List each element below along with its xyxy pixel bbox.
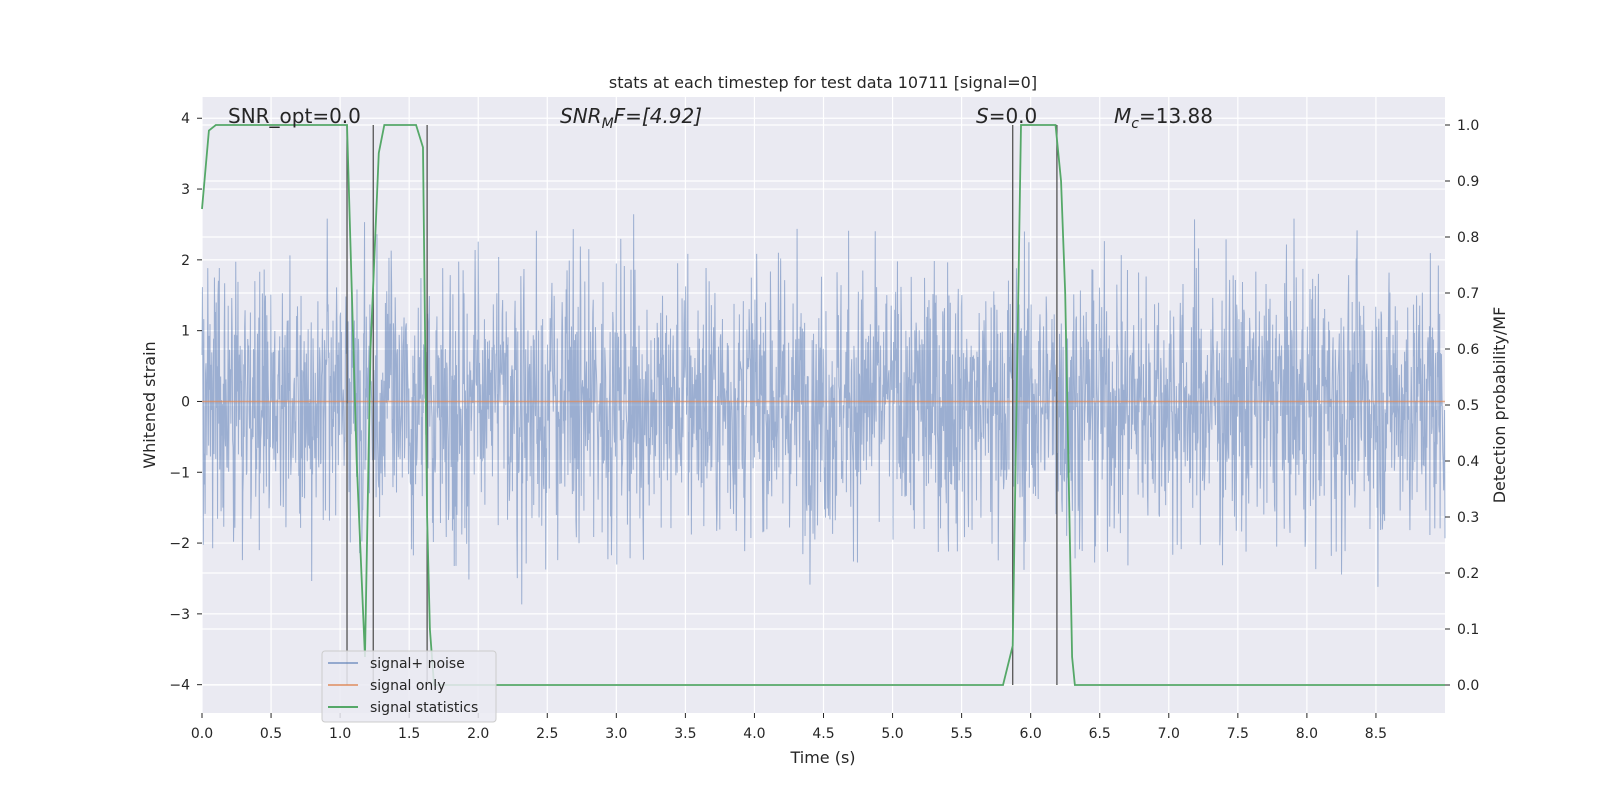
x-tick-label-15: 7.5: [1227, 726, 1249, 742]
y-right-tick-label-4: 0.6: [1457, 342, 1479, 358]
y-left-tick-label-0: 4: [181, 111, 190, 127]
y-right-tick-label-1: 0.9: [1457, 174, 1479, 190]
y-right-tick-label-6: 0.4: [1457, 454, 1479, 470]
y-right-axis-label: Detection probability/MF: [1490, 307, 1509, 504]
y-left-tick-label-6: −2: [169, 536, 190, 552]
legend-box: [321, 650, 497, 723]
x-tick-label-4: 2.0: [467, 726, 489, 742]
x-tick-label-7: 3.5: [674, 726, 696, 742]
statistics-series: [201, 124, 1445, 686]
noise-line: [201, 214, 1446, 605]
annotation-s-var: S: [976, 104, 989, 128]
y-right-tick-label-10: 0.0: [1457, 678, 1479, 694]
x-axis-label: Time (s): [789, 748, 855, 767]
x-tick-label-2: 1.0: [329, 726, 351, 742]
annotation-snr-mf: SNRMF=[4.92]: [560, 104, 702, 132]
x-tick-label-8: 4.0: [743, 726, 765, 742]
x-tick-label-13: 6.5: [1089, 726, 1111, 742]
y-left-tick-label-3: 1: [181, 324, 190, 340]
annotation-snr-mf-sub: M: [602, 116, 614, 132]
annotation-snr-opt: SNR_opt=0.0: [228, 104, 361, 128]
x-tick-label-12: 6.0: [1020, 726, 1042, 742]
statistics-line: [201, 124, 1445, 686]
x-tick-label-10: 5.0: [881, 726, 903, 742]
annotation-mc: Mc=13.88: [1114, 104, 1213, 132]
annotation-mc-var: M: [1114, 104, 1131, 128]
x-tick-label-17: 8.5: [1365, 726, 1387, 742]
y-right-tick-label-0: 1.0: [1457, 118, 1479, 134]
x-tick-label-0: 0.0: [191, 726, 213, 742]
noise-series: [201, 214, 1446, 605]
annotation-snr-mf-main: SNR: [560, 104, 602, 128]
x-tick-label-14: 7.0: [1158, 726, 1180, 742]
y-left-tick-label-5: −1: [169, 465, 190, 481]
y-left-axis-label: Whitened strain: [140, 341, 159, 468]
y-right-tick-label-3: 0.7: [1457, 286, 1479, 302]
y-right-tick-label-8: 0.2: [1457, 566, 1479, 582]
x-tick-label-9: 4.5: [812, 726, 834, 742]
legend-label-signal-only: signal only: [370, 678, 445, 694]
legend-label-noise: signal+ noise: [370, 656, 465, 672]
x-tick-label-1: 0.5: [260, 726, 282, 742]
x-tick-label-3: 1.5: [398, 726, 420, 742]
annotation-mc-sub: c: [1131, 116, 1139, 132]
x-ticks: 0.0 0.5 1.0 1.5 2.0 2.5 3.0 3.5 4.0 4.5 5.0 5.5 6.0 6…: [191, 713, 1387, 742]
y-right-tick-label-9: 0.1: [1457, 622, 1479, 638]
y-right-tick-label-5: 0.5: [1457, 398, 1479, 414]
x-tick-label-5: 2.5: [536, 726, 558, 742]
chart-title: stats at each timestep for test data 107…: [609, 73, 1037, 92]
x-tick-label-16: 8.0: [1296, 726, 1318, 742]
y-left-tick-label-4: 0: [181, 394, 190, 410]
y-left-ticks: 4 3 2 1 0 −1 −2 −3 −4: [169, 111, 202, 694]
annotation-s-rest: =0.0: [989, 104, 1038, 128]
x-tick-label-6: 3.0: [605, 726, 627, 742]
legend-label-statistics: signal statistics: [370, 700, 478, 716]
y-left-tick-label-1: 3: [181, 182, 190, 198]
annotation-mc-rest: =13.88: [1139, 104, 1213, 128]
annotation-s: S=0.0: [976, 104, 1037, 128]
y-right-tick-label-7: 0.3: [1457, 510, 1479, 526]
y-left-tick-label-8: −4: [169, 678, 190, 694]
y-right-ticks: 1.0 0.9 0.8 0.7 0.6 0.5 0.4 0.3 0.2 0.1 0.0: [1445, 118, 1479, 694]
y-right-tick-label-2: 0.8: [1457, 230, 1479, 246]
y-left-tick-label-7: −3: [169, 607, 190, 623]
legend: signal+ noise signal only signal statist…: [321, 650, 497, 723]
y-left-tick-label-2: 2: [181, 253, 190, 269]
x-tick-label-11: 5.5: [950, 726, 972, 742]
annotation-snr-mf-rest: F=[4.92]: [614, 104, 702, 128]
